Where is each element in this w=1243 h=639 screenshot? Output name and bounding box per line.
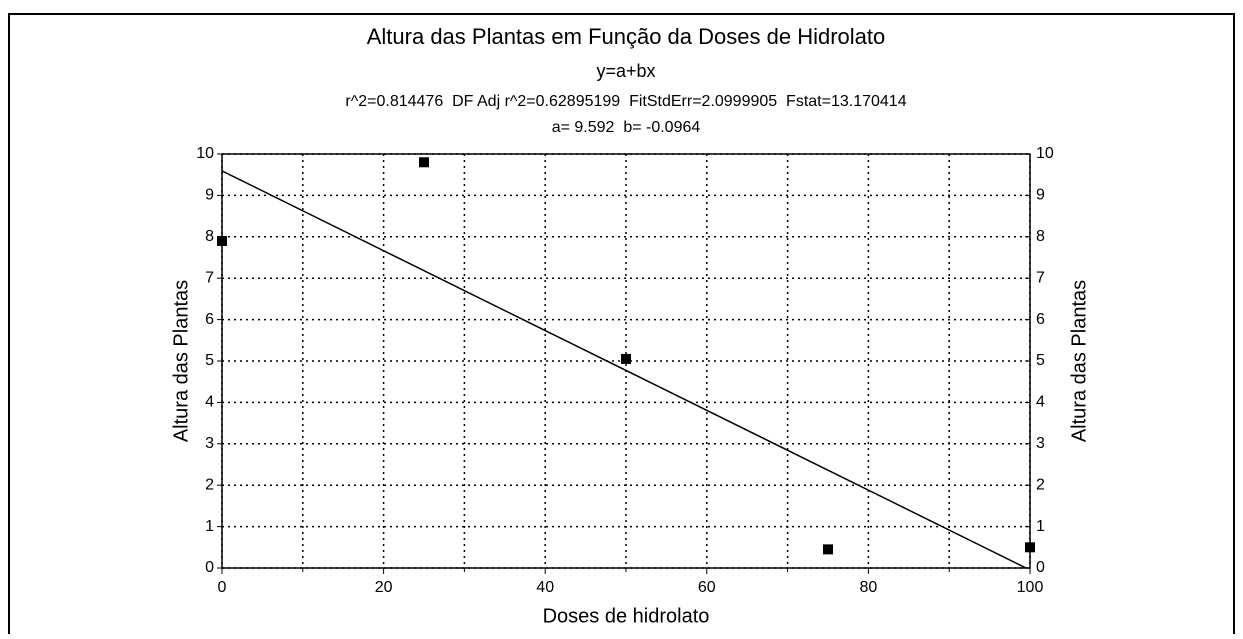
- y2-tick-label: 2: [1036, 476, 1045, 493]
- y2-tick-label: 3: [1036, 435, 1045, 452]
- x-tick-label: 100: [1017, 579, 1044, 596]
- y-tick-label: 6: [205, 311, 214, 328]
- y2-tick-label: 4: [1036, 394, 1045, 411]
- y-tick-label: 9: [205, 187, 214, 204]
- stats: r^2=0.814476 DF Adj r^2=0.62895199 FitSt…: [345, 93, 906, 110]
- point: [1025, 542, 1035, 553]
- point: [621, 353, 631, 364]
- chart-title: Altura das Plantas em Função da Doses de…: [367, 24, 886, 49]
- y2-tick-label: 5: [1036, 352, 1045, 369]
- x-tick-label: 80: [860, 579, 878, 596]
- point: [419, 157, 429, 168]
- y-tick-label: 7: [205, 269, 214, 286]
- y2-tick-label: 1: [1036, 518, 1045, 535]
- y-tick-label: 2: [205, 476, 214, 493]
- coefficients: a= 9.592 b= -0.0964: [552, 119, 701, 136]
- x-axis-title: Doses de hidrolato: [543, 605, 710, 627]
- plot-border: [221, 153, 1031, 569]
- y2-tick-label: 8: [1036, 228, 1045, 245]
- point: [823, 544, 833, 555]
- x-tick-label: 40: [536, 579, 554, 596]
- y2-tick-label: 9: [1036, 187, 1045, 204]
- y2-tick-label: 7: [1036, 269, 1045, 286]
- y2-tick-label: 10: [1036, 145, 1054, 162]
- point: [217, 235, 227, 246]
- y2-axis-title: Altura das Plantas: [1068, 280, 1090, 442]
- y-tick-label: 8: [205, 228, 214, 245]
- y-tick-label: 0: [205, 559, 214, 576]
- x-tick-label: 20: [375, 579, 393, 596]
- x-tick-label: 0: [218, 579, 227, 596]
- y-tick-label: 1: [205, 518, 214, 535]
- y-tick-label: 3: [205, 435, 214, 452]
- subtitle: y=a+bx: [596, 61, 655, 81]
- y-axis-title: Altura das Plantas: [170, 280, 192, 442]
- y2-tick-label: 6: [1036, 311, 1045, 328]
- y2-tick-label: 0: [1036, 559, 1045, 576]
- y-tick-label: 10: [196, 145, 214, 162]
- fit-line: [222, 170, 1028, 568]
- x-tick-label: 60: [698, 579, 716, 596]
- y-tick-label: 4: [205, 394, 214, 411]
- y-tick-label: 5: [205, 352, 214, 369]
